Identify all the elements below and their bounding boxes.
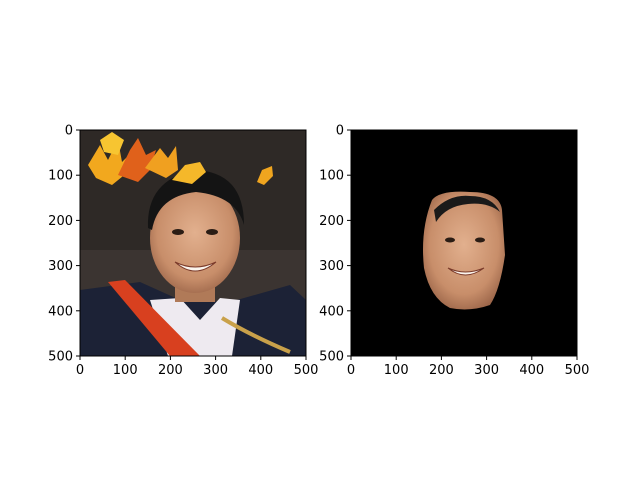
x-tick-label: 200: [158, 363, 183, 378]
left-image-panel: [80, 130, 306, 356]
right-axes-frame: [350, 129, 578, 357]
y-tick-label: 300: [48, 259, 73, 274]
y-tick-label: 200: [319, 214, 344, 229]
x-tick-label: 200: [429, 363, 454, 378]
x-tick-label: 0: [347, 363, 355, 378]
masked-face-shape: [423, 191, 505, 310]
y-tick-label: 0: [336, 124, 344, 139]
y-tick-label: 0: [65, 124, 73, 139]
leaf-shape: [145, 146, 178, 178]
x-tick-label: 0: [76, 363, 84, 378]
hair-shape: [147, 170, 244, 230]
x-tick-label: 500: [294, 363, 319, 378]
masked-eye-right: [475, 237, 485, 243]
x-tick-label: 300: [203, 363, 228, 378]
y-tick-label: 100: [319, 169, 344, 184]
masked-hair-shape: [434, 195, 500, 222]
masked-eye-left: [445, 237, 455, 243]
x-tick-label: 300: [474, 363, 499, 378]
sash-shape: [108, 280, 200, 356]
y-tick-label: 500: [319, 350, 344, 365]
eye-right: [206, 229, 218, 235]
smile: [174, 261, 217, 272]
x-tick-label: 500: [565, 363, 590, 378]
masked-smile: [447, 267, 485, 276]
y-tick-label: 500: [48, 350, 73, 365]
y-tick-label: 400: [48, 304, 73, 319]
x-tick-label: 400: [248, 363, 273, 378]
eye-left: [172, 229, 184, 235]
chain-shape: [220, 316, 291, 354]
right-image-panel: [351, 130, 577, 356]
y-tick-label: 400: [319, 304, 344, 319]
x-tick-label: 100: [113, 363, 138, 378]
x-tick-label: 400: [519, 363, 544, 378]
y-tick-label: 200: [48, 214, 73, 229]
leaf-shape: [257, 166, 273, 185]
leaf-shape: [172, 162, 206, 184]
y-tick-label: 100: [48, 169, 73, 184]
leaves-group: [88, 132, 273, 185]
leaf-shape: [118, 138, 156, 182]
face-shape: [150, 183, 240, 293]
x-tick-label: 100: [384, 363, 409, 378]
leaf-shape: [100, 132, 124, 155]
left-axes-frame: [79, 129, 307, 357]
y-tick-label: 300: [319, 259, 344, 274]
